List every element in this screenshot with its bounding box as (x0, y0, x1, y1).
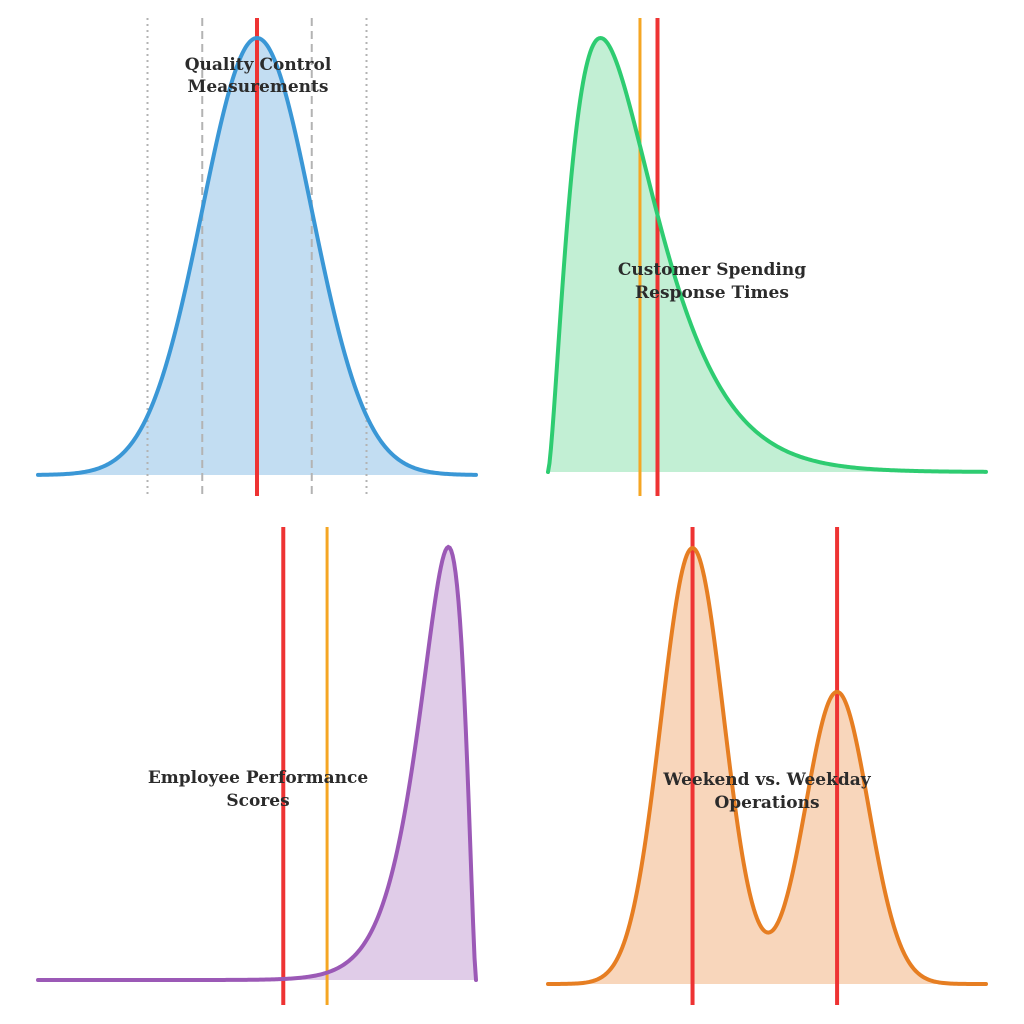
marker-lines (281, 527, 329, 1005)
panel-title-line2: Measurements (188, 77, 329, 97)
density-curve (546, 35, 988, 474)
density-curve (36, 35, 478, 477)
panel-title-line2: Scores (226, 791, 289, 811)
panel-quality-control: Quality Control Measurements (36, 18, 478, 496)
panel-weekend-weekday: Weekend vs. Weekday Operations (546, 527, 988, 1005)
marker-lines (146, 18, 368, 496)
area-fill (548, 548, 986, 984)
panel-title: Employee Performance (148, 768, 368, 788)
panel-title: Quality Control (185, 55, 332, 75)
density-curve (546, 545, 988, 986)
panel-title: Customer Spending (618, 260, 806, 280)
panel-customer-spending: Customer Spending Response Times (546, 18, 988, 496)
panel-title: Weekend vs. Weekday (662, 770, 871, 790)
panel-employee-performance: Employee Performance Scores (36, 527, 478, 1005)
panel-title-line2: Operations (714, 793, 819, 813)
area-fill (38, 547, 476, 980)
panel-title-line2: Response Times (635, 283, 789, 303)
area-fill (548, 38, 986, 472)
marker-lines (638, 18, 660, 496)
density-curve (36, 544, 478, 982)
marker-lines (690, 527, 840, 1005)
